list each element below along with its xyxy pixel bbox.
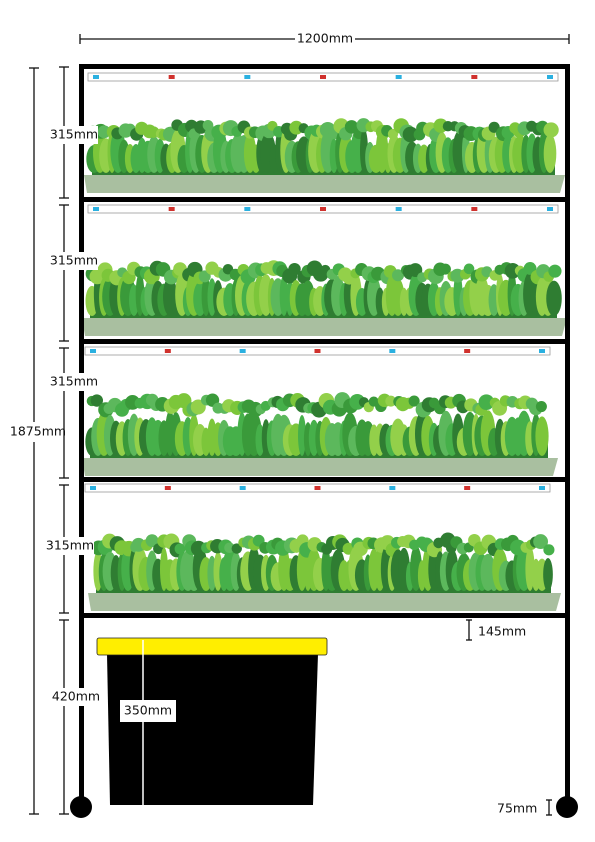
leaf (546, 280, 562, 317)
height-label: 1875mm (10, 424, 66, 439)
segment-label: 420mm (52, 689, 100, 704)
leaf (535, 416, 549, 456)
leaf-head (402, 126, 419, 143)
leaf-head (463, 263, 475, 275)
led (244, 75, 251, 79)
leaf-head (145, 534, 159, 548)
frame (70, 64, 578, 818)
tray (82, 318, 567, 336)
led (464, 349, 471, 353)
leaf-head (90, 394, 104, 407)
label-bg (46, 537, 94, 555)
led (539, 486, 545, 490)
led (389, 486, 396, 490)
led (244, 207, 251, 211)
led (389, 349, 396, 353)
leaf-head (408, 395, 420, 407)
led (395, 75, 402, 79)
leaf (297, 414, 307, 456)
leaf-head (535, 401, 547, 413)
label-bg (50, 126, 98, 144)
led (164, 486, 171, 490)
segment-label: 315mm (50, 374, 98, 389)
leaf-head (198, 270, 211, 283)
leaf-head (478, 394, 495, 411)
led (239, 486, 246, 490)
segment-label: 315mm (50, 253, 98, 268)
leaf-head (385, 395, 397, 407)
led (168, 207, 175, 211)
leaf-head (543, 122, 559, 138)
led (320, 75, 326, 79)
segment-dimensions: 315mm 315mm 315mm 315mm 420mm (46, 66, 100, 815)
label-bg (120, 700, 176, 722)
leaf-head (548, 264, 562, 278)
label-bg (50, 373, 98, 391)
reservoir-body (107, 654, 318, 805)
wheel (70, 796, 92, 818)
segment-label: 315mm (50, 127, 98, 142)
shelf (79, 477, 570, 482)
reservoir-height: 350mm (124, 703, 172, 718)
leaf-head (391, 269, 405, 282)
shelf (79, 339, 570, 344)
leaf-head (533, 534, 549, 550)
led (547, 207, 553, 211)
left-post (79, 64, 84, 808)
leaf-head (504, 262, 521, 279)
top-gap-label: 145mm (478, 624, 526, 639)
leaf-head (288, 262, 301, 276)
led (320, 207, 326, 211)
led (314, 486, 321, 490)
led (168, 75, 175, 79)
led (164, 349, 171, 353)
leaf (279, 275, 289, 316)
label-bg (10, 422, 66, 442)
led (539, 349, 545, 353)
leaf-head (174, 543, 186, 555)
leaf-head (408, 263, 423, 277)
leaf-head (543, 544, 555, 556)
led (395, 207, 402, 211)
leaf (543, 134, 557, 173)
led (547, 75, 553, 79)
width-label: 1200mm (297, 31, 353, 46)
segment-label: 315mm (46, 538, 94, 553)
leaf-head (481, 266, 493, 278)
led (90, 486, 96, 490)
leaf-head (97, 125, 111, 139)
leaf-head (439, 263, 451, 275)
led (314, 349, 321, 353)
label-bg (50, 252, 98, 270)
label-bg (295, 30, 355, 48)
shelf (79, 197, 570, 202)
led (464, 486, 471, 490)
reservoir-lid (96, 637, 328, 656)
led (239, 349, 246, 353)
label-bg (52, 688, 100, 706)
wheel-height-label: 75mm (497, 801, 537, 816)
led (471, 207, 478, 211)
tray (88, 593, 561, 611)
right-post (565, 64, 570, 808)
tray (84, 175, 565, 193)
led (90, 349, 96, 353)
tray (82, 458, 558, 476)
leaf (543, 557, 553, 592)
plants (82, 72, 567, 611)
led (93, 75, 99, 79)
led (93, 207, 99, 211)
shelf (79, 613, 570, 618)
wheel (556, 796, 578, 818)
led (471, 75, 478, 79)
leaf (375, 287, 385, 316)
leaf-head (387, 128, 399, 140)
leaf-head (231, 543, 242, 554)
top-bar (79, 64, 570, 69)
